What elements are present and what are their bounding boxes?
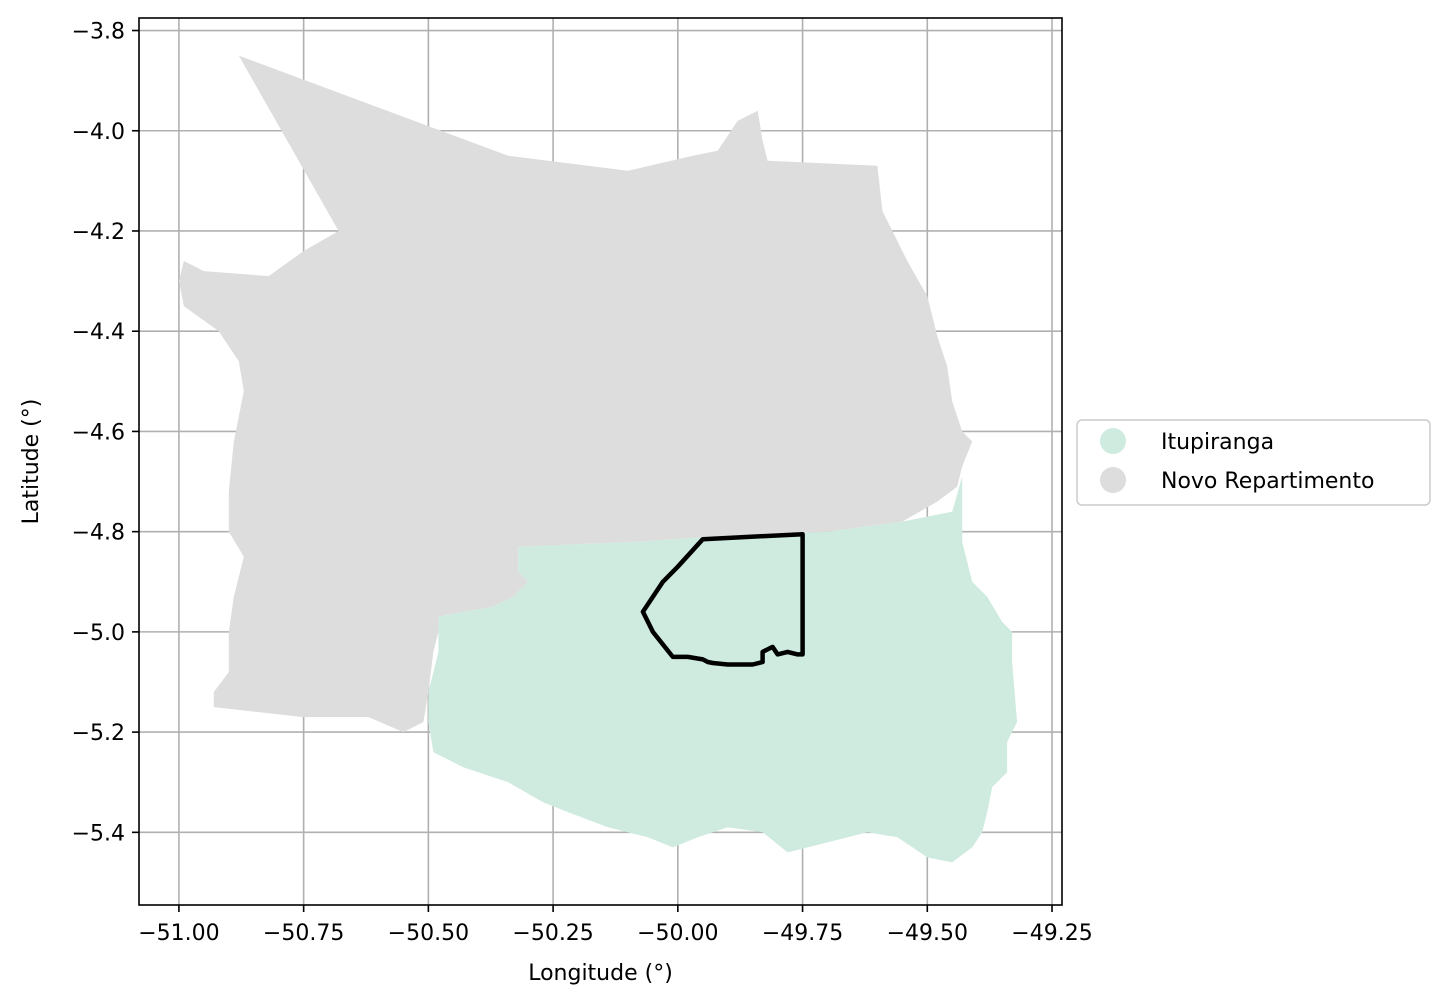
region-itupiranga bbox=[428, 476, 1018, 863]
legend-marker-1 bbox=[1100, 467, 1126, 493]
x-tick-label-4: −50.00 bbox=[637, 921, 718, 946]
x-axis-label: Longitude (°) bbox=[528, 961, 673, 986]
x-tick-label-3: −50.25 bbox=[512, 921, 593, 946]
x-tick-label-1: −50.75 bbox=[263, 921, 344, 946]
legend-marker-0 bbox=[1100, 428, 1126, 454]
y-tick-label-5: −4.8 bbox=[72, 521, 125, 546]
axis-ticks: −51.00 −50.75 −50.50 −50.25 −50.00 −49.75 −49.… bbox=[72, 20, 1093, 946]
outline-polygon bbox=[640, 531, 805, 667]
plot-frame bbox=[138, 17, 1063, 906]
x-tick-label-2: −50.50 bbox=[388, 921, 469, 946]
legend: Itupiranga Novo Repartimento bbox=[1076, 419, 1431, 506]
y-tick-label-4: −4.6 bbox=[72, 420, 125, 445]
y-tick-label-8: −5.4 bbox=[72, 821, 125, 846]
y-tick-label-7: −5.2 bbox=[72, 721, 125, 746]
y-tick-label-6: −5.0 bbox=[72, 621, 125, 646]
y-tick-label-0: −3.8 bbox=[72, 20, 125, 45]
legend-box bbox=[1076, 419, 1431, 506]
x-tick-label-5: −49.75 bbox=[762, 921, 843, 946]
legend-label-1: Novo Repartimento bbox=[1161, 469, 1374, 494]
y-tick-label-2: −4.2 bbox=[72, 220, 125, 245]
study-area-outline bbox=[640, 531, 805, 667]
x-tick-label-7: −49.25 bbox=[1011, 921, 1092, 946]
x-tick-label-6: −49.50 bbox=[887, 921, 968, 946]
region-novo-repartimento bbox=[178, 55, 973, 733]
x-tick-label-0: −51.00 bbox=[138, 921, 219, 946]
region-polygons bbox=[178, 55, 1018, 863]
legend-label-0: Itupiranga bbox=[1161, 430, 1274, 455]
y-axis-label: Latitude (°) bbox=[19, 399, 44, 525]
y-tick-label-1: −4.0 bbox=[72, 120, 125, 145]
y-tick-label-3: −4.4 bbox=[72, 320, 125, 345]
